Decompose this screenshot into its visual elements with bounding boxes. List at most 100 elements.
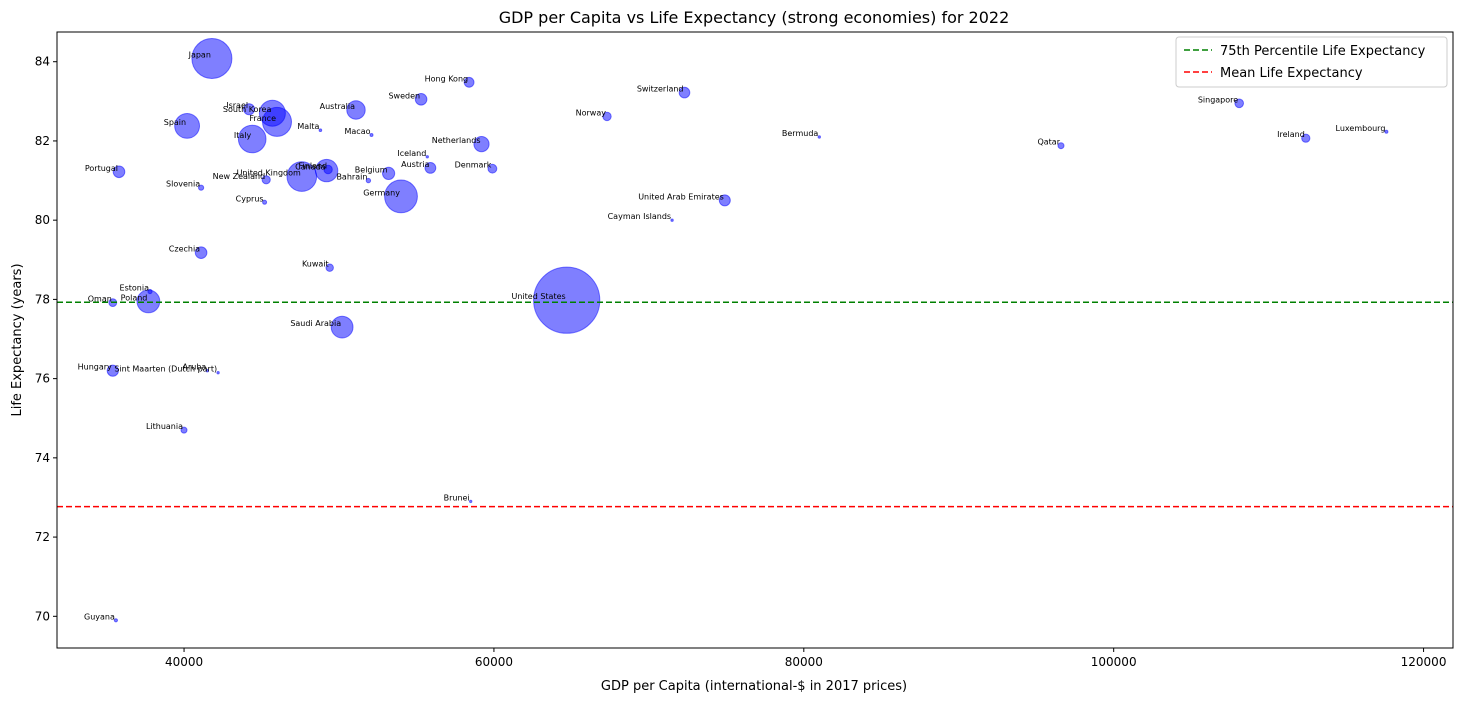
point-israel	[243, 103, 256, 116]
point-label-estonia: Estonia	[120, 284, 150, 293]
point-sweden	[414, 93, 428, 106]
point-label-lithuania: Lithuania	[146, 422, 183, 431]
point-label-saudi-arabia: Saudi Arabia	[290, 319, 341, 328]
point-label-belgium: Belgium	[355, 165, 388, 174]
point-label-norway: Norway	[576, 108, 607, 117]
point-label-hungary: Hungary	[78, 363, 112, 372]
point-cyprus	[262, 199, 268, 205]
point-estonia	[147, 288, 153, 295]
point-bermuda	[817, 135, 821, 139]
x-tick-label-40000: 40000	[165, 655, 203, 669]
x-axis-ticks: 40000 60000 80000 100000 120000	[165, 648, 1447, 669]
point-label-cyprus: Cyprus	[236, 194, 264, 203]
point-south-korea	[258, 99, 286, 127]
point-label-guyana: Guyana	[84, 612, 115, 621]
y-axis-label: Life Expectancy (years)	[10, 263, 25, 416]
point-label-macao: Macao	[345, 127, 371, 136]
point-label-sweden: Sweden	[388, 91, 420, 100]
y-tick-label-76: 76	[35, 372, 50, 386]
x-tick-label-80000: 80000	[785, 655, 823, 669]
point-netherlands	[473, 136, 490, 153]
legend-box	[1175, 36, 1448, 88]
y-tick-label-80: 80	[35, 213, 50, 227]
y-tick-label-84: 84	[35, 55, 50, 69]
legend: 75th Percentile Life Expectancy Mean Lif…	[1175, 36, 1448, 88]
y-tick-label-78: 78	[35, 292, 50, 306]
point-united-states	[533, 266, 601, 334]
point-label-kuwait: Kuwait	[302, 260, 329, 269]
point-label-netherlands: Netherlands	[432, 136, 481, 145]
point-label-bahrain: Bahrain	[336, 173, 367, 182]
point-switzerland	[678, 86, 691, 99]
point-germany	[384, 179, 418, 214]
point-qatar	[1057, 142, 1065, 150]
x-tick-label-120000: 120000	[1401, 655, 1447, 669]
point-label-canada: Canada	[295, 163, 326, 172]
point-label-ireland: Ireland	[1277, 130, 1305, 139]
point-malta	[318, 128, 323, 132]
point-aruba	[205, 369, 210, 373]
point-label-aruba: Aruba	[182, 363, 206, 372]
point-denmark	[487, 163, 498, 174]
plot-frame	[56, 31, 1454, 649]
point-macao	[369, 133, 374, 137]
point-iceland	[425, 155, 429, 159]
point-label-germany: Germany	[363, 188, 400, 197]
chart-title: GDP per Capita vs Life Expectancy (stron…	[499, 8, 1010, 27]
point-luxembourg	[1384, 129, 1389, 134]
point-label-luxembourg: Luxembourg	[1336, 124, 1386, 133]
x-axis-label: GDP per Capita (international-$ in 2017 …	[601, 679, 907, 694]
point-bahrain	[365, 177, 372, 184]
point-italy	[237, 124, 267, 154]
point-label-slovenia: Slovenia	[166, 180, 200, 189]
legend-mean-label: Mean Life Expectancy	[1220, 66, 1363, 81]
point-brunei	[469, 499, 473, 504]
point-label-hong-kong: Hong Kong	[425, 74, 469, 83]
point-label-israel: Israel	[226, 101, 248, 110]
point-label-japan: Japan	[188, 51, 211, 60]
point-label-united-states: United States	[512, 292, 566, 301]
point-label-italy: Italy	[234, 131, 252, 140]
point-label-finland: Finland	[299, 162, 328, 171]
point-label-iceland: Iceland	[397, 149, 426, 158]
point-label-malta: Malta	[297, 122, 319, 131]
point-japan	[191, 38, 233, 79]
legend-75th-label: 75th Percentile Life Expectancy	[1220, 44, 1426, 59]
point-guyana	[113, 618, 119, 623]
point-label-qatar: Qatar	[1037, 138, 1060, 147]
y-tick-label-70: 70	[35, 609, 50, 623]
point-label-portugal: Portugal	[85, 164, 118, 173]
point-label-new-zealand: New Zealand	[213, 172, 266, 181]
reference-lines	[57, 301, 1453, 508]
y-axis-ticks: 70 72 74 76 78 80 82 84	[35, 55, 57, 623]
point-slovenia	[198, 184, 205, 191]
point-label-australia: Australia	[320, 102, 355, 111]
point-singapore	[1234, 98, 1244, 109]
point-label-united-kingdom: United Kingdom	[237, 169, 301, 178]
point-label-denmark: Denmark	[455, 161, 492, 170]
point-new-zealand	[261, 175, 271, 185]
point-spain	[174, 113, 201, 139]
labels-layer: Japan Hong Kong Switzerland Sweden Singapore…	[78, 51, 1386, 622]
point-belgium	[382, 166, 396, 180]
point-cayman-islands	[670, 218, 674, 222]
point-label-oman: Oman	[88, 295, 112, 304]
point-label-brunei: Brunei	[444, 493, 470, 502]
point-norway	[602, 111, 612, 122]
point-ireland	[1301, 133, 1311, 143]
point-kuwait	[325, 263, 334, 272]
point-australia	[346, 100, 366, 120]
point-label-singapore: Singapore	[1198, 95, 1238, 104]
point-label-spain: Spain	[164, 118, 186, 127]
point-label-sint-maarten-dutch-part: Sint Maarten (Dutch part)	[114, 365, 217, 374]
point-label-france: France	[249, 114, 276, 123]
point-hong-kong	[463, 76, 475, 88]
point-label-austria: Austria	[401, 160, 429, 169]
point-portugal	[112, 165, 126, 179]
y-tick-label-74: 74	[35, 451, 50, 465]
x-tick-label-100000: 100000	[1091, 655, 1137, 669]
point-united-arab-emirates	[718, 194, 731, 207]
y-tick-label-82: 82	[35, 134, 50, 148]
point-label-bermuda: Bermuda	[782, 129, 819, 138]
